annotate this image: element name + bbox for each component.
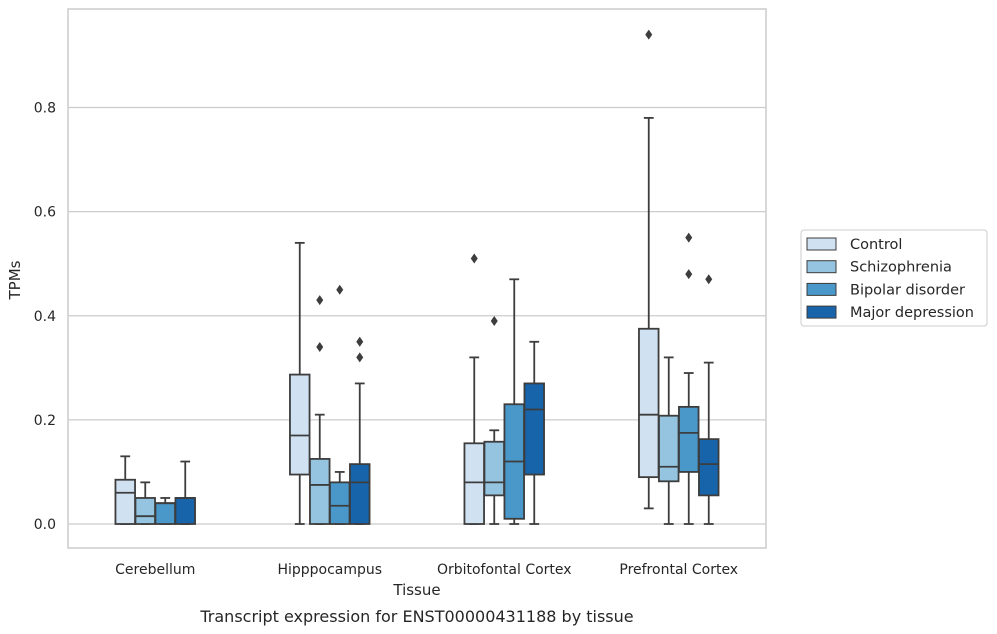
plot-frame (67, 8, 767, 549)
x-tick-label: Cerebellum (115, 562, 195, 578)
legend: Control Schizophrenia Bipolar disorder Majo… (800, 229, 988, 327)
box-plot (309, 295, 331, 525)
outlier-point (490, 315, 498, 326)
x-tick-label: Prefrontal Cortex (619, 562, 738, 578)
outlier-point (685, 232, 693, 243)
box (678, 405, 700, 473)
legend-label: Major depression (850, 305, 974, 321)
series-bipolar-disorder (154, 232, 700, 525)
legend-item: Schizophrenia (806, 260, 952, 276)
box-plot (638, 29, 660, 510)
box-plot (503, 278, 525, 525)
box (174, 497, 196, 525)
figure-caption: Transcript expression for ENST0000043118… (199, 607, 633, 626)
box (134, 497, 156, 525)
legend-label: Bipolar disorder (850, 282, 965, 298)
outlier-point (316, 341, 324, 352)
y-tick-label: 0.2 (34, 413, 56, 429)
box (483, 440, 505, 497)
outlier-point (470, 253, 478, 264)
box-plot (349, 336, 371, 525)
series-major-depression (174, 274, 720, 525)
box-plot (329, 284, 351, 525)
legend-swatch (806, 237, 837, 251)
series-control (114, 29, 660, 525)
box-plot (174, 460, 196, 525)
legend-swatch (806, 260, 837, 274)
outlier-point (645, 29, 653, 40)
y-tick-label: 0.4 (34, 309, 56, 325)
legend-label: Control (850, 237, 902, 253)
y-tick-labels: 0.0 0.2 0.4 0.6 0.8 (34, 101, 56, 534)
legend-entries: Control Schizophrenia Bipolar disorder Majo… (806, 237, 974, 321)
outlier-point (705, 274, 713, 285)
box-plot (698, 274, 720, 525)
box-plot (114, 455, 136, 525)
box (463, 442, 485, 525)
y-axis-label: TPMs (6, 260, 24, 300)
box-groups (114, 29, 720, 525)
outlier-point (316, 295, 324, 306)
legend-item: Bipolar disorder (806, 282, 965, 298)
box-plot (463, 253, 485, 525)
y-tick-label: 0.8 (34, 101, 56, 117)
series-schizophrenia (134, 295, 680, 525)
outlier-point (356, 336, 364, 347)
legend-item: Major depression (806, 305, 974, 321)
legend-label: Schizophrenia (850, 260, 952, 276)
box (114, 478, 136, 525)
outlier-point (336, 284, 344, 295)
box (698, 438, 720, 497)
box-plot (523, 340, 545, 525)
box (309, 458, 331, 525)
legend-item: Control (806, 237, 902, 253)
legend-swatch (806, 282, 837, 296)
legend-swatch (806, 305, 837, 319)
x-tick-label: Orbitofontal Cortex (437, 562, 572, 578)
box (329, 481, 351, 525)
y-tick-label: 0.6 (34, 205, 56, 221)
y-tick-label: 0.0 (34, 517, 56, 533)
box (289, 373, 311, 476)
box-plot (289, 241, 311, 525)
outlier-point (685, 269, 693, 280)
x-tick-labels: Cerebellum Hipppocampus Orbitofontal Corte… (115, 562, 738, 578)
box (349, 463, 371, 525)
x-tick-label: Hipppocampus (277, 562, 382, 578)
legend-frame (800, 229, 988, 327)
box (658, 414, 680, 483)
x-axis-label: Tissue (392, 581, 440, 599)
box (523, 382, 545, 476)
box (154, 502, 176, 525)
box-plot (678, 232, 700, 525)
box (638, 327, 660, 479)
outlier-point (356, 352, 364, 363)
